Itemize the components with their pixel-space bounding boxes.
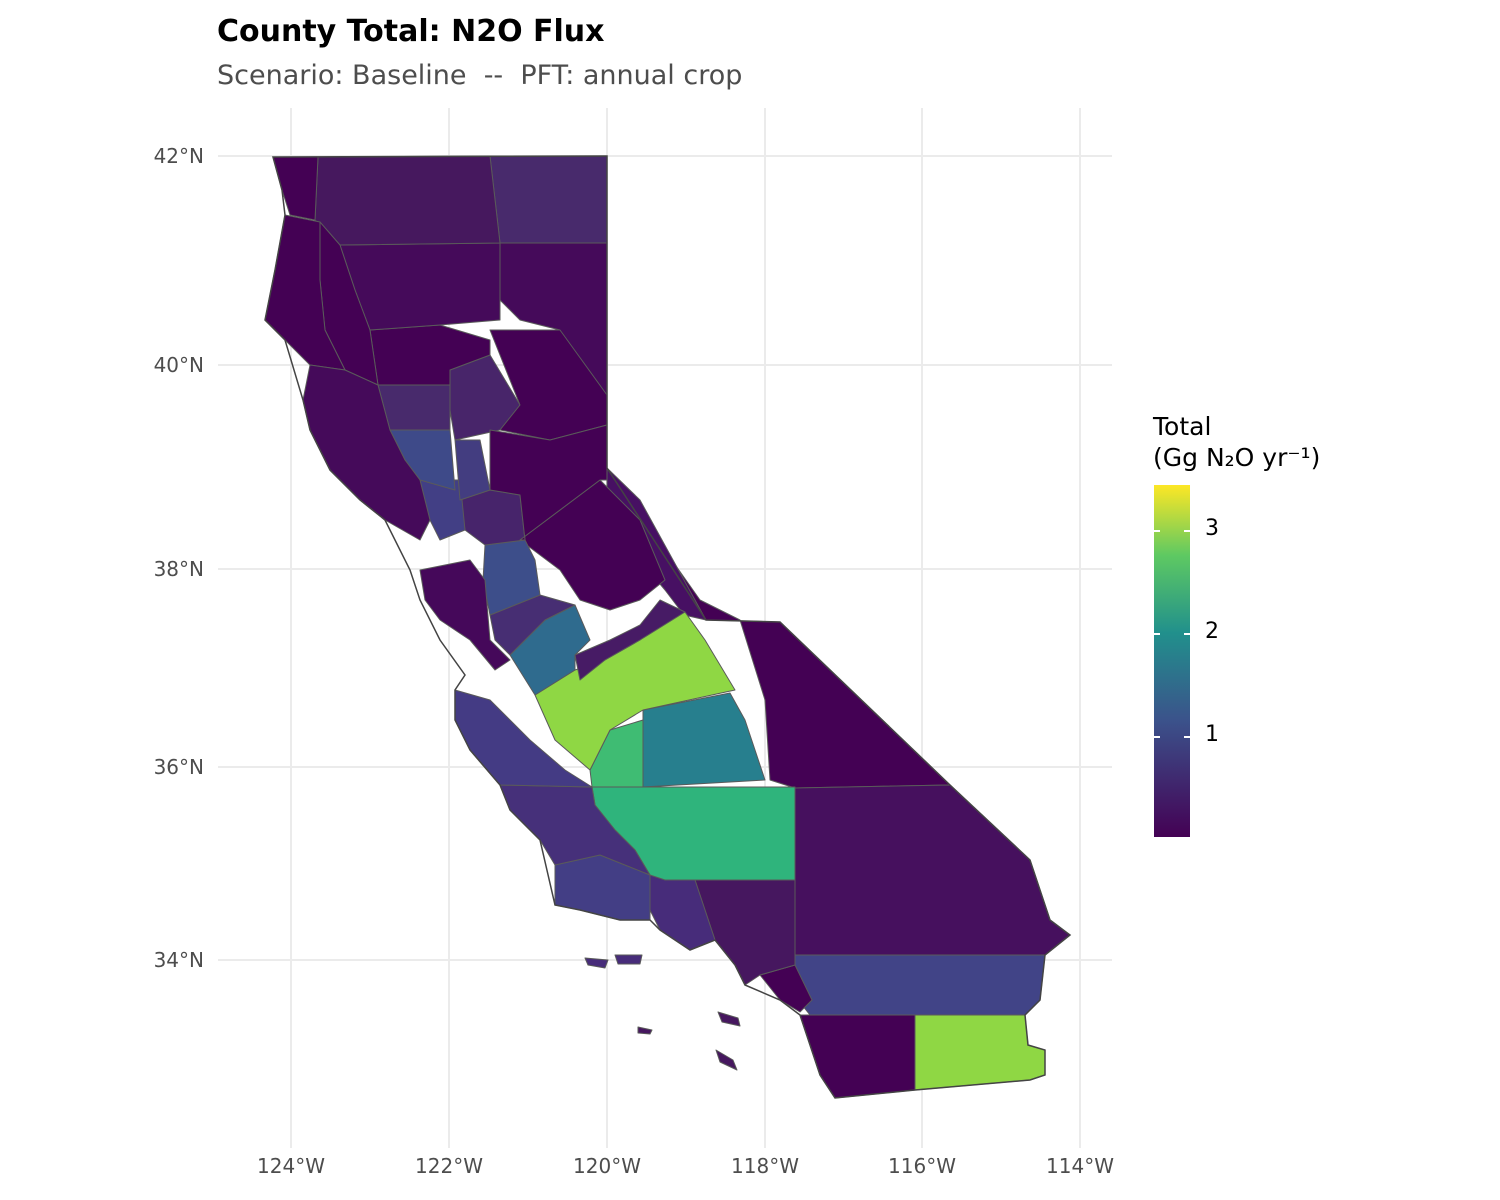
county-tehama bbox=[369, 324, 491, 386]
y-tick-label: 42°N bbox=[154, 144, 204, 168]
x-tick-label: 122°W bbox=[415, 1154, 483, 1178]
county-del-norte bbox=[272, 156, 319, 221]
county-madera bbox=[574, 599, 686, 681]
legend-tick-label: 3 bbox=[1205, 516, 1219, 541]
map-subtitle: Scenario: Baseline -- PFT: annual crop bbox=[217, 60, 743, 91]
legend-tickmark bbox=[1184, 633, 1190, 635]
county-sierra-nevada bbox=[489, 424, 608, 541]
island bbox=[715, 1049, 738, 1071]
x-tick-label: 120°W bbox=[573, 1154, 641, 1178]
legend-tickmark bbox=[1154, 736, 1160, 738]
legend-tickmark bbox=[1154, 633, 1160, 635]
legend-tick-label: 2 bbox=[1205, 619, 1219, 644]
y-tick-label: 36°N bbox=[154, 755, 204, 779]
county-modoc bbox=[489, 155, 608, 244]
island bbox=[614, 954, 643, 965]
y-tick-label: 34°N bbox=[154, 948, 204, 972]
y-tick-label: 40°N bbox=[154, 353, 204, 377]
county-sierra-foothills bbox=[519, 479, 666, 611]
county-sutter bbox=[454, 439, 491, 501]
county-san-bernardino bbox=[794, 784, 1071, 956]
y-tick-labels: 42°N 40°N 38°N 36°N 34°N bbox=[154, 144, 204, 972]
state-outline bbox=[264, 155, 1072, 1099]
legend-tickmark bbox=[1154, 530, 1160, 532]
legend-tickmark bbox=[1184, 736, 1190, 738]
island bbox=[584, 957, 609, 969]
legend-units: (Gg N₂O yr⁻¹) bbox=[1153, 443, 1321, 472]
island bbox=[637, 1026, 653, 1035]
county-bay-area bbox=[419, 559, 511, 671]
x-tick-labels: 124°W 122°W 120°W 118°W 116°W 114°W bbox=[257, 1154, 1114, 1178]
county-tulare bbox=[642, 692, 766, 788]
county-sacramento bbox=[459, 489, 526, 546]
x-tick-label: 114°W bbox=[1046, 1154, 1114, 1178]
legend-colorbar bbox=[1154, 485, 1190, 837]
counties bbox=[264, 155, 1071, 1099]
county-riverside bbox=[789, 954, 1046, 1016]
x-tick-label: 118°W bbox=[731, 1154, 799, 1178]
county-glenn bbox=[377, 384, 451, 431]
x-tick-label: 124°W bbox=[257, 1154, 325, 1178]
legend-tickmark bbox=[1184, 530, 1190, 532]
county-san-diego bbox=[799, 1014, 916, 1099]
county-siskiyou bbox=[314, 155, 501, 246]
map-title: County Total: N2O Flux bbox=[217, 14, 605, 49]
island bbox=[717, 1011, 741, 1027]
legend-title: Total bbox=[1153, 412, 1212, 441]
x-tick-label: 116°W bbox=[888, 1154, 956, 1178]
legend-tick-label: 1 bbox=[1205, 722, 1219, 747]
y-tick-label: 38°N bbox=[154, 557, 204, 581]
